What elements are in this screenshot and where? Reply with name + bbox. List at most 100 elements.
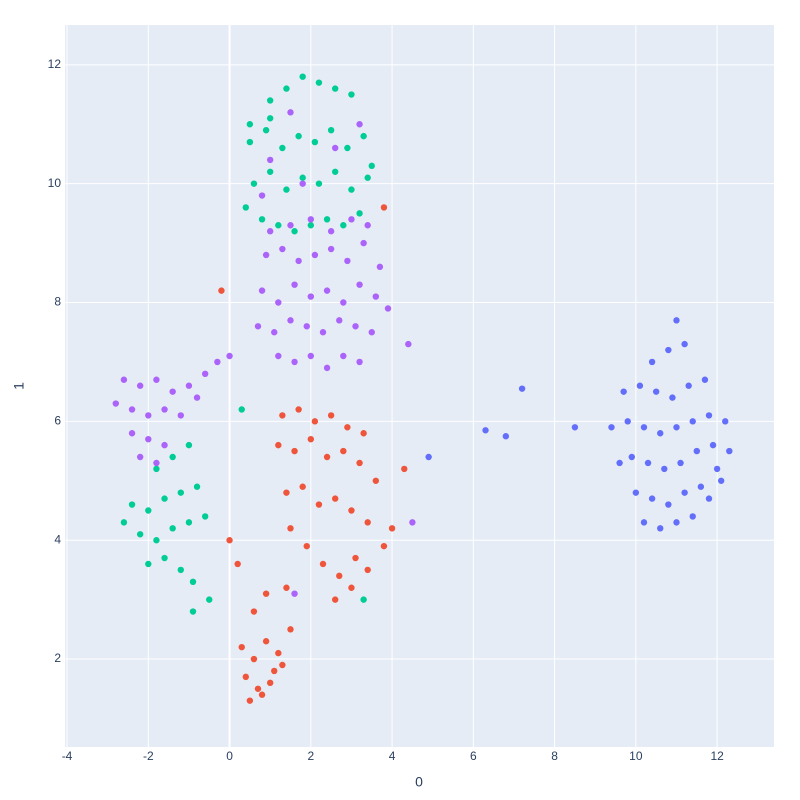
point: [364, 222, 371, 229]
point: [669, 394, 676, 401]
point: [717, 477, 725, 484]
point: [291, 590, 298, 597]
point: [344, 424, 351, 431]
point: [356, 210, 363, 217]
point: [364, 519, 371, 526]
point: [372, 293, 380, 300]
point: [681, 340, 688, 348]
point: [214, 358, 221, 366]
point: [713, 465, 721, 473]
point: [697, 483, 705, 490]
point: [120, 376, 128, 383]
point: [327, 412, 335, 419]
point: [128, 430, 136, 437]
point: [295, 132, 302, 140]
point: [307, 216, 315, 223]
point: [380, 204, 388, 211]
point: [331, 85, 339, 92]
point: [644, 459, 652, 467]
point: [242, 204, 250, 211]
point: [238, 406, 245, 413]
point: [185, 382, 193, 389]
point: [352, 323, 359, 330]
point: [193, 394, 201, 401]
y-tick-label: 8: [54, 295, 61, 309]
point: [275, 441, 282, 449]
point: [177, 412, 184, 419]
point: [384, 305, 392, 312]
point: [258, 216, 266, 223]
point: [352, 554, 359, 562]
point: [275, 299, 282, 306]
point: [665, 346, 672, 354]
point: [722, 418, 729, 425]
x-tick-label: 12: [710, 749, 724, 763]
point: [234, 560, 241, 568]
point: [250, 608, 258, 615]
point: [271, 667, 278, 675]
point: [303, 323, 310, 330]
point: [287, 317, 294, 324]
point: [340, 222, 347, 229]
point: [254, 323, 262, 330]
point: [348, 584, 355, 591]
point: [348, 91, 355, 98]
point: [648, 358, 656, 366]
point: [376, 263, 384, 271]
point: [136, 453, 144, 461]
point: [112, 400, 119, 407]
point: [193, 483, 201, 490]
point: [287, 626, 294, 633]
point: [657, 525, 664, 532]
point: [648, 495, 656, 502]
point: [258, 691, 266, 698]
point: [327, 126, 335, 134]
point: [246, 138, 254, 146]
point: [262, 251, 270, 259]
point: [657, 430, 664, 437]
point: [356, 459, 363, 467]
point: [364, 566, 371, 574]
point: [299, 174, 306, 181]
point: [677, 459, 684, 467]
point: [665, 501, 672, 508]
point: [616, 459, 623, 467]
point: [311, 251, 319, 259]
point: [185, 519, 193, 526]
point: [246, 121, 254, 128]
point: [295, 406, 302, 413]
point: [628, 453, 635, 461]
point: [620, 388, 627, 395]
point: [283, 85, 290, 92]
point: [303, 542, 310, 550]
point: [311, 138, 319, 146]
point: [360, 596, 367, 603]
point: [344, 144, 351, 152]
x-axis-title: 0: [415, 774, 423, 790]
point: [266, 228, 274, 235]
point: [380, 542, 388, 550]
point: [319, 329, 327, 336]
point: [681, 489, 688, 496]
point: [307, 435, 315, 443]
point: [242, 673, 250, 681]
point: [299, 180, 306, 187]
point: [218, 287, 225, 294]
point: [128, 501, 136, 508]
point: [323, 287, 331, 294]
point: [161, 406, 168, 413]
point: [356, 281, 363, 288]
point: [250, 180, 258, 187]
point: [331, 144, 339, 152]
point: [360, 132, 367, 140]
point: [266, 156, 274, 164]
point: [360, 239, 367, 247]
point: [299, 483, 306, 490]
point: [323, 453, 331, 461]
y-tick-label: 10: [48, 176, 62, 190]
point: [177, 566, 184, 574]
point: [705, 412, 713, 419]
point: [291, 358, 298, 366]
point: [327, 245, 335, 253]
x-tick-label: -2: [143, 749, 154, 763]
